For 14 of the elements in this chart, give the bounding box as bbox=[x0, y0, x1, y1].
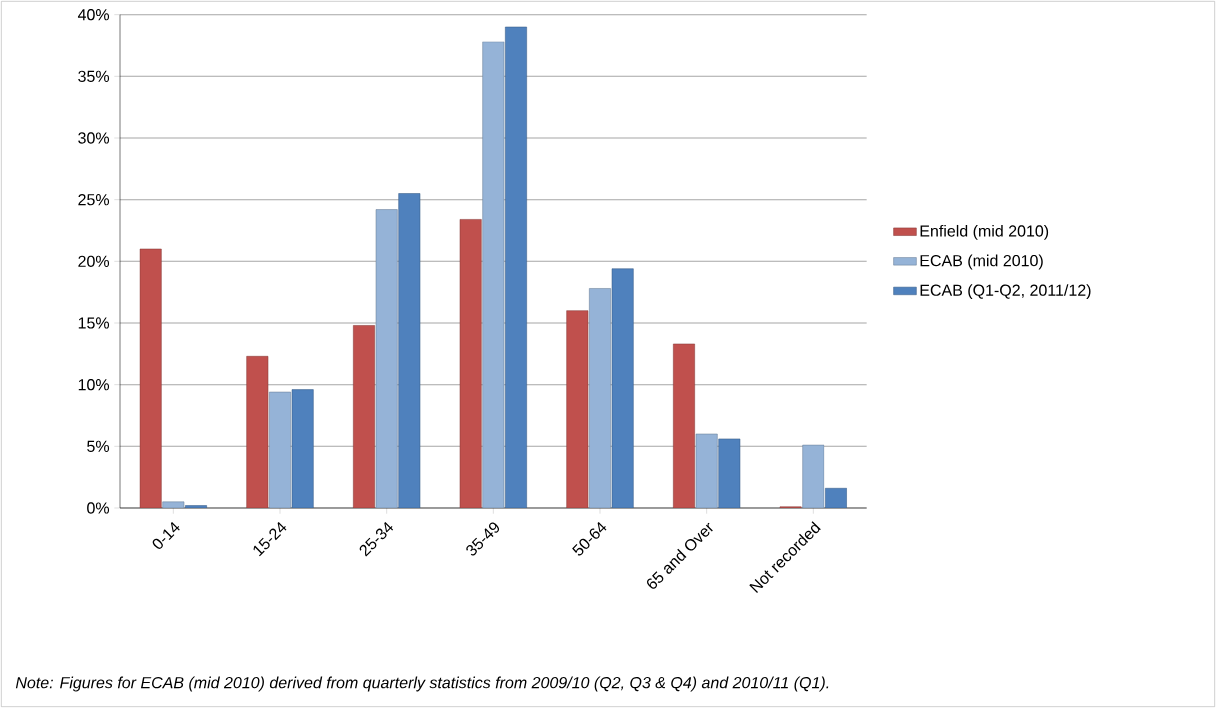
y-tick-label: 30% bbox=[78, 132, 110, 144]
text: Note: Figures for ECAB (mid 2010) derived from quarterly statistics from 2009/10 (Q2, Q3 & Q4) and 2010/11 (Q1). bbox=[15, 676, 829, 692]
y-tick-label: 35% bbox=[78, 70, 110, 82]
y-tick-label: 0% bbox=[87, 502, 110, 514]
legend-label: ECAB (Q1-Q2, 2011/12) bbox=[920, 284, 1091, 300]
y-tick-label: 10% bbox=[78, 379, 110, 391]
x-tick-label: 0-14 bbox=[152, 521, 180, 549]
y-tick-label: 20% bbox=[78, 255, 110, 267]
y-tick-label: 15% bbox=[78, 317, 110, 329]
y-tick-label: 40% bbox=[77, 9, 110, 21]
legend-label: ECAB (mid 2010) bbox=[920, 254, 1043, 270]
y-tick-label: 25% bbox=[78, 194, 110, 206]
y-tick-label: 5% bbox=[87, 440, 110, 452]
legend-label: Enfield (mid 2010) bbox=[920, 224, 1049, 240]
